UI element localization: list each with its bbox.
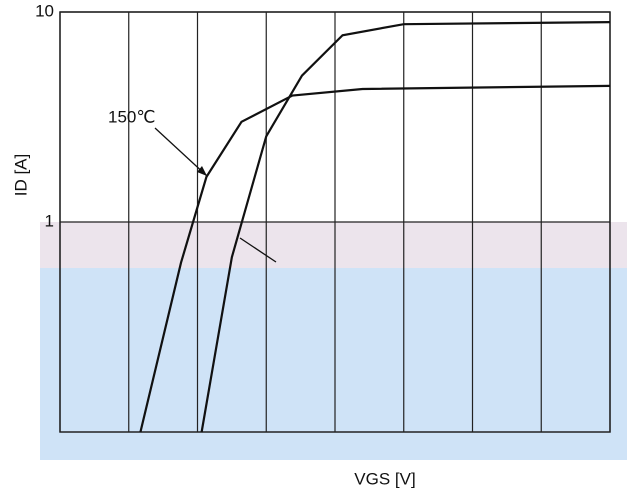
background-band xyxy=(40,268,627,460)
background-band xyxy=(40,222,627,268)
annotation-arrow xyxy=(239,237,277,263)
y-tick-label: 1 xyxy=(45,211,54,230)
arrow-head xyxy=(197,166,207,176)
series-line xyxy=(200,21,611,433)
annotation: 150℃ xyxy=(108,107,155,126)
annotation-arrow xyxy=(154,127,208,177)
x-axis-label: VGS [V] xyxy=(354,469,415,488)
plot-area xyxy=(59,11,611,433)
y-tick-label: 10 xyxy=(35,1,54,20)
y-axis-label: ID [A] xyxy=(11,154,30,197)
series-line xyxy=(139,84,611,433)
